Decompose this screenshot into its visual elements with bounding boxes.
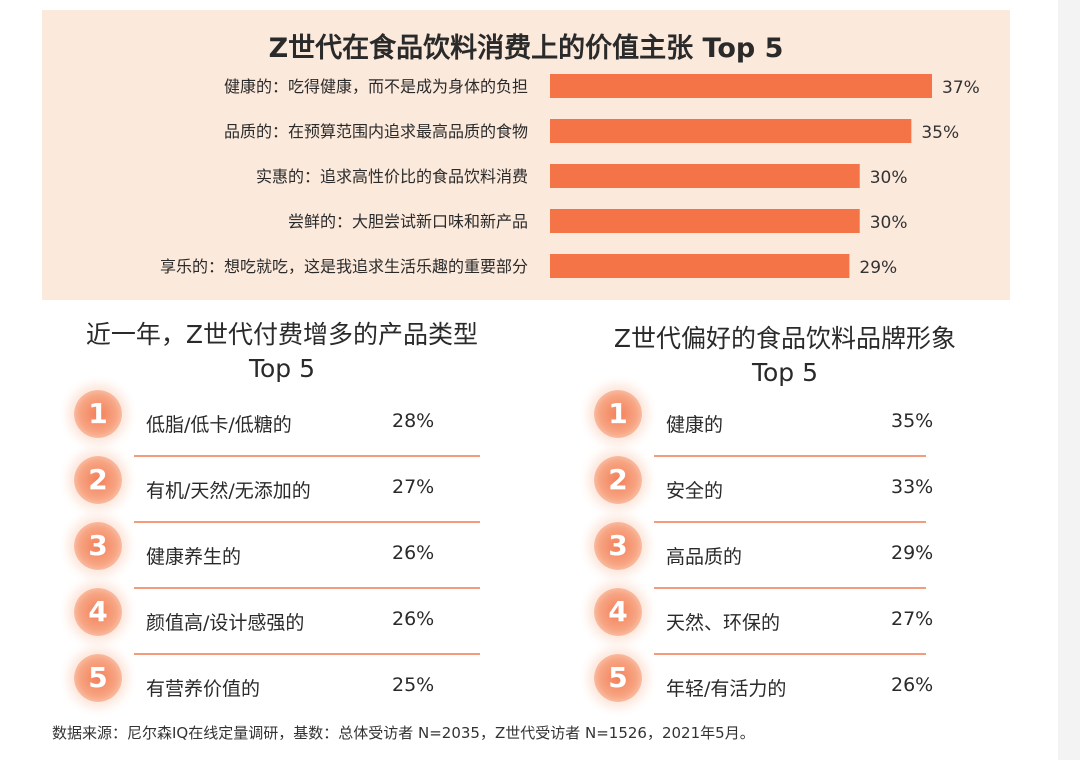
left-title-line1: 近一年，Z世代付费增多的产品类型	[85, 320, 479, 349]
rank-label: 有机/天然/无添加的	[146, 480, 311, 502]
rank-label: 年轻/有活力的	[666, 678, 787, 700]
data-label-2: 35%	[921, 123, 959, 143]
category-label-2: 品质的：在预算范围内追求最高品质的食物	[224, 122, 528, 141]
right-rank-row-1: 1 健康的 35%	[594, 388, 1014, 457]
left-rank-row-3: 3 健康养生的 26%	[74, 520, 494, 589]
right-rank-row-2: 2 安全的 33%	[594, 454, 1014, 523]
rank-value: 25%	[392, 674, 435, 696]
rank-divider	[654, 521, 926, 523]
left-rank-row-1: 1 低脂/低卡/低糖的 28%	[74, 388, 494, 457]
category-label-4: 尝鲜的：大胆尝试新口味和新产品	[288, 212, 528, 231]
bar-2	[550, 119, 912, 143]
rank-value: 35%	[891, 410, 934, 432]
right-rank-row-4: 4 天然、环保的 27%	[594, 586, 1014, 655]
data-label-1: 37%	[942, 78, 980, 98]
bar-chart: 健康的：吃得健康，而不是成为身体的负担 37% 品质的：在预算范围内追求最高品质的食…	[160, 74, 980, 278]
rank-divider	[654, 587, 926, 589]
top-chart-panel: Z世代在食品饮料消费上的价值主张 Top 5 健康的：吃得健康，而不是成为身体的…	[42, 10, 1010, 300]
data-label-5: 29%	[859, 258, 897, 278]
rank-value: 26%	[392, 608, 435, 630]
category-label-5: 享乐的：想吃就吃，这是我追求生活乐趣的重要部分	[160, 257, 528, 276]
rank-label: 低脂/低卡/低糖的	[146, 414, 292, 436]
left-rank-row-5: 5 有营养价值的 25%	[74, 652, 494, 718]
rank-badge: 3	[74, 522, 122, 570]
bar-1	[550, 74, 932, 98]
rank-label: 安全的	[666, 480, 724, 502]
rank-divider	[134, 653, 480, 655]
rank-label: 颜值高/设计感强的	[146, 612, 305, 634]
rank-badge: 2	[74, 456, 122, 504]
bar-4	[550, 209, 860, 233]
rank-value: 33%	[891, 476, 934, 498]
rank-badge: 2	[594, 456, 642, 504]
source-note: 数据来源：尼尔森IQ在线定量调研，基数：总体受访者 N=2035，Z世代受访者 …	[52, 724, 755, 742]
rank-badge: 1	[594, 390, 642, 438]
left-rank-row-2: 2 有机/天然/无添加的 27%	[74, 454, 494, 523]
rank-divider	[654, 653, 926, 655]
rank-badge: 5	[594, 654, 642, 702]
category-label-1: 健康的：吃得健康，而不是成为身体的负担	[224, 77, 528, 96]
rank-badge: 5	[74, 654, 122, 702]
rank-value: 26%	[891, 674, 934, 696]
rank-badge: 3	[594, 522, 642, 570]
bar-5	[550, 254, 850, 278]
chart-title: Z世代在食品饮料消费上的价值主张 Top 5	[268, 33, 784, 64]
rank-value: 28%	[392, 410, 435, 432]
rank-divider	[134, 521, 480, 523]
right-title-line1: Z世代偏好的食品饮料品牌形象	[613, 324, 957, 353]
rank-value: 27%	[891, 608, 934, 630]
right-rank-row-3: 3 高品质的 29%	[594, 520, 1014, 589]
left-section-title: 近一年，Z世代付费增多的产品类型 Top 5	[42, 318, 522, 386]
right-title-line2: Top 5	[751, 358, 819, 387]
rank-badge: 1	[74, 390, 122, 438]
rank-badge: 4	[74, 588, 122, 636]
rank-badge: 4	[594, 588, 642, 636]
right-section-title: Z世代偏好的食品饮料品牌形象 Top 5	[560, 322, 1010, 390]
rank-divider	[134, 455, 480, 457]
bar-3	[550, 164, 860, 188]
rank-value: 29%	[891, 542, 934, 564]
category-label-3: 实惠的：追求高性价比的食品饮料消费	[256, 167, 528, 186]
page-edge-strip	[1058, 0, 1080, 760]
rank-divider	[654, 455, 926, 457]
rank-label: 高品质的	[666, 546, 743, 568]
rank-label: 健康养生的	[146, 546, 242, 568]
right-rank-row-5: 5 年轻/有活力的 26%	[594, 652, 1014, 718]
left-rank-row-4: 4 颜值高/设计感强的 26%	[74, 586, 494, 655]
data-label-3: 30%	[870, 168, 908, 188]
rank-label: 天然、环保的	[666, 612, 781, 634]
rank-value: 27%	[392, 476, 435, 498]
data-label-4: 30%	[870, 213, 908, 233]
rank-divider	[134, 587, 480, 589]
rank-value: 26%	[392, 542, 435, 564]
left-title-line2: Top 5	[248, 354, 316, 383]
rank-label: 健康的	[666, 414, 724, 436]
rank-label: 有营养价值的	[146, 678, 261, 700]
